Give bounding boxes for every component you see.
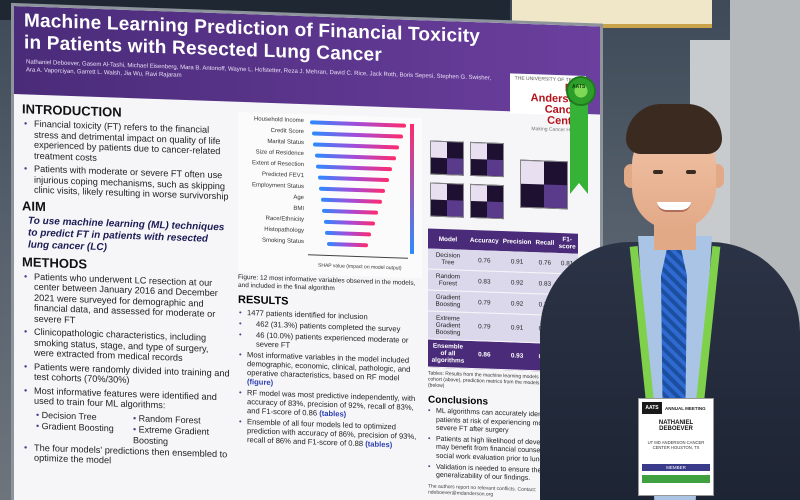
badge-role: MEMBER: [642, 464, 710, 471]
intro-bullet: Financial toxicity (FT) refers to the fi…: [22, 118, 230, 167]
table-header: Accuracy: [467, 229, 501, 251]
shap-feature-distribution: [317, 175, 389, 183]
results-bullet: Most informative variables in the model …: [238, 350, 422, 392]
eye: [686, 170, 696, 174]
table-cell: Gradient Boosting: [428, 289, 468, 313]
tables-link: (tables): [365, 439, 393, 450]
table-cell: 0.83: [467, 270, 501, 293]
shap-feature-label: Size of Residence: [255, 149, 304, 158]
hair: [626, 104, 722, 154]
award-ribbon-text: AATS: [572, 84, 586, 90]
table-cell: 0.86: [467, 340, 501, 370]
shap-x-axis: [308, 254, 408, 259]
shap-feature-distribution: [326, 241, 368, 248]
shap-feature-label: BMI: [293, 205, 304, 213]
table-cell: 0.79: [467, 312, 501, 342]
shap-feature-label: Marital Status: [267, 138, 304, 147]
confusion-matrix: [430, 140, 464, 176]
shap-feature-distribution: [316, 164, 392, 172]
shap-feature-distribution: [310, 120, 406, 128]
ceiling-sign: [512, 0, 712, 28]
shap-x-label: SHAP value (impact on model output): [318, 262, 402, 272]
tables-link: (tables): [319, 408, 347, 419]
smile: [657, 202, 691, 212]
badge-meeting: ANNUAL MEETING: [665, 405, 706, 411]
shap-color-bar: [410, 123, 414, 254]
aim-text: To use machine learning (ML) techniques …: [28, 214, 225, 253]
table-cell: 0.76: [467, 249, 501, 272]
table-cell: Ensemble of all algorithms: [428, 338, 468, 369]
figure-link: (figure): [247, 377, 274, 388]
table-header: Model: [428, 228, 468, 250]
shap-feature-distribution: [320, 197, 382, 204]
badge-footer-stripe: [642, 475, 710, 483]
award-ribbon-tail: [570, 102, 588, 194]
shap-summary-plot: SHAP value (impact on model output) Hous…: [238, 111, 422, 279]
poster-middle-column: SHAP value (impact on model output) Hous…: [238, 111, 422, 452]
badge-name: NATHANIEL DEBOEVER: [658, 420, 694, 432]
shap-feature-distribution: [325, 230, 371, 237]
name-badge: AATS ANNUAL MEETING NATHANIEL DEBOEVER U…: [638, 398, 714, 496]
shap-feature-label: Predicted FEV1: [261, 171, 304, 180]
confusion-matrix: [470, 141, 504, 178]
table-cell: Extreme Gradient Boosting: [428, 310, 468, 341]
presenter: AATS ANNUAL MEETING NATHANIEL DEBOEVER U…: [520, 96, 800, 500]
shap-feature-distribution: [314, 153, 396, 161]
badge-header: AATS ANNUAL MEETING: [642, 402, 710, 414]
shap-feature-distribution: [313, 142, 399, 150]
poster-left-column: INTRODUCTION Financial toxicity (FT) ref…: [22, 98, 230, 473]
shap-feature-distribution: [322, 208, 378, 215]
award-ribbon-icon: [566, 76, 596, 106]
research-poster: Machine Learning Prediction of Financial…: [14, 6, 600, 500]
badge-logo: AATS: [642, 402, 662, 414]
table-cell: Decision Tree: [428, 248, 468, 271]
table-cell: Random Forest: [428, 268, 468, 292]
results-bullet: Ensemble of all four models led to optim…: [238, 417, 422, 450]
table-cell: 0.79: [467, 291, 501, 314]
badge-organization: UT MD ANDERSON CANCER CENTER HOUSTON, TX: [647, 440, 705, 450]
eye: [653, 170, 663, 174]
confusion-matrix: [430, 182, 464, 218]
methods-bullet: Clinicopathologic characteristics, inclu…: [22, 326, 230, 365]
confusion-matrix: [470, 183, 504, 220]
shap-feature-label: Household Income: [253, 116, 304, 125]
intro-bullet: Patients with moderate or severe FT ofte…: [22, 163, 230, 202]
shap-feature-distribution: [319, 186, 385, 193]
shap-feature-distribution: [323, 219, 375, 226]
shap-feature-label: Extent of Resection: [251, 160, 304, 169]
shap-feature-label: Employment Status: [251, 182, 304, 191]
methods-bullet: Most informative features were identifie…: [22, 385, 230, 413]
shap-feature-distribution: [311, 131, 403, 139]
shap-feature-label: Histopathology: [264, 226, 304, 235]
shap-feature-label: Smoking Status: [261, 237, 304, 246]
results-bullet: RF model was most predictive independent…: [238, 388, 422, 421]
methods-bullet: Patients who underwent LC resection at o…: [22, 271, 230, 331]
shap-feature-label: Credit Score: [270, 127, 304, 136]
shap-feature-label: Race/Ethnicity: [265, 215, 304, 224]
methods-bullet: Patients were randomly divided into trai…: [22, 361, 230, 389]
shap-feature-label: Age: [293, 194, 304, 202]
